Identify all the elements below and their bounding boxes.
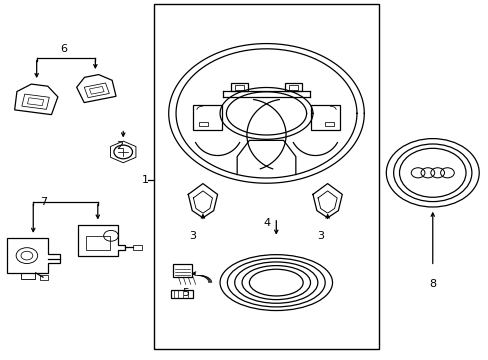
Text: 8: 8 <box>428 279 435 289</box>
Text: 7: 7 <box>41 197 47 207</box>
Bar <box>21 273 35 279</box>
Text: 1: 1 <box>142 175 149 185</box>
Text: 6: 6 <box>60 44 67 54</box>
Bar <box>154 4 378 349</box>
Bar <box>85 236 110 250</box>
Bar <box>171 290 193 298</box>
Text: 5: 5 <box>182 288 189 298</box>
Text: 3: 3 <box>316 231 323 241</box>
Text: 2: 2 <box>116 141 123 151</box>
Bar <box>40 275 48 280</box>
Bar <box>133 245 142 250</box>
Bar <box>199 122 207 126</box>
Bar <box>172 264 192 277</box>
Text: 4: 4 <box>263 218 269 228</box>
Text: 3: 3 <box>189 231 196 241</box>
Bar <box>325 122 333 126</box>
